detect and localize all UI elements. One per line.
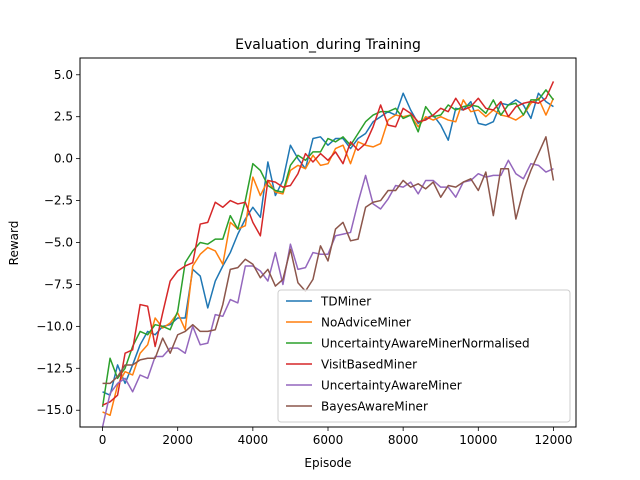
- y-tick-label: −15.0: [36, 403, 73, 417]
- y-tick-label: −12.5: [36, 361, 73, 375]
- y-tick-label: −5.0: [44, 236, 73, 250]
- legend-entry-label: TDMiner: [320, 295, 371, 309]
- x-tick-label: 10000: [459, 433, 497, 447]
- legend-entry-label: VisitBasedMiner: [321, 358, 417, 372]
- x-axis: 0 2000 4000 6000 8000 10000 12000: [99, 427, 573, 447]
- x-tick-label: 8000: [388, 433, 419, 447]
- series-line-2: [101, 89, 555, 407]
- series-line-0: [102, 92, 554, 396]
- series-line-4: [101, 159, 554, 428]
- y-tick-label: 0.0: [54, 152, 73, 166]
- x-tick-label: 0: [99, 433, 107, 447]
- x-axis-label: Episode: [304, 456, 351, 470]
- legend-frame: [277, 289, 571, 423]
- y-tick-label: −7.5: [44, 277, 73, 291]
- y-axis-label: Reward: [7, 221, 21, 266]
- legend: TDMiner NoAdviceMiner UncertaintyAwareMine…: [277, 289, 571, 423]
- legend-entry-label: UncertaintyAwareMiner: [321, 379, 462, 393]
- legend-entry-label: UncertaintyAwareMinerNormalised: [321, 337, 530, 351]
- series-layer: [101, 81, 555, 428]
- x-tick-label: 6000: [313, 433, 344, 447]
- chart-title: Evaluation_during Training: [235, 37, 421, 53]
- legend-entry-label: BayesAwareMiner: [321, 400, 428, 414]
- y-tick-label: −2.5: [44, 194, 73, 208]
- y-tick-label: 2.5: [54, 110, 73, 124]
- series-line-3: [102, 81, 555, 406]
- x-tick-label: 2000: [162, 433, 193, 447]
- x-tick-label: 4000: [238, 433, 269, 447]
- y-tick-label: −10.0: [36, 319, 73, 333]
- x-tick-label: 12000: [534, 433, 572, 447]
- y-axis: 5.0 2.5 0.0 −2.5 −5.0 −7.5 −10.0 −12.5 −15.0: [36, 68, 80, 417]
- legend-entry-label: NoAdviceMiner: [321, 316, 411, 330]
- y-tick-label: 5.0: [54, 68, 73, 82]
- series-line-5: [102, 136, 555, 385]
